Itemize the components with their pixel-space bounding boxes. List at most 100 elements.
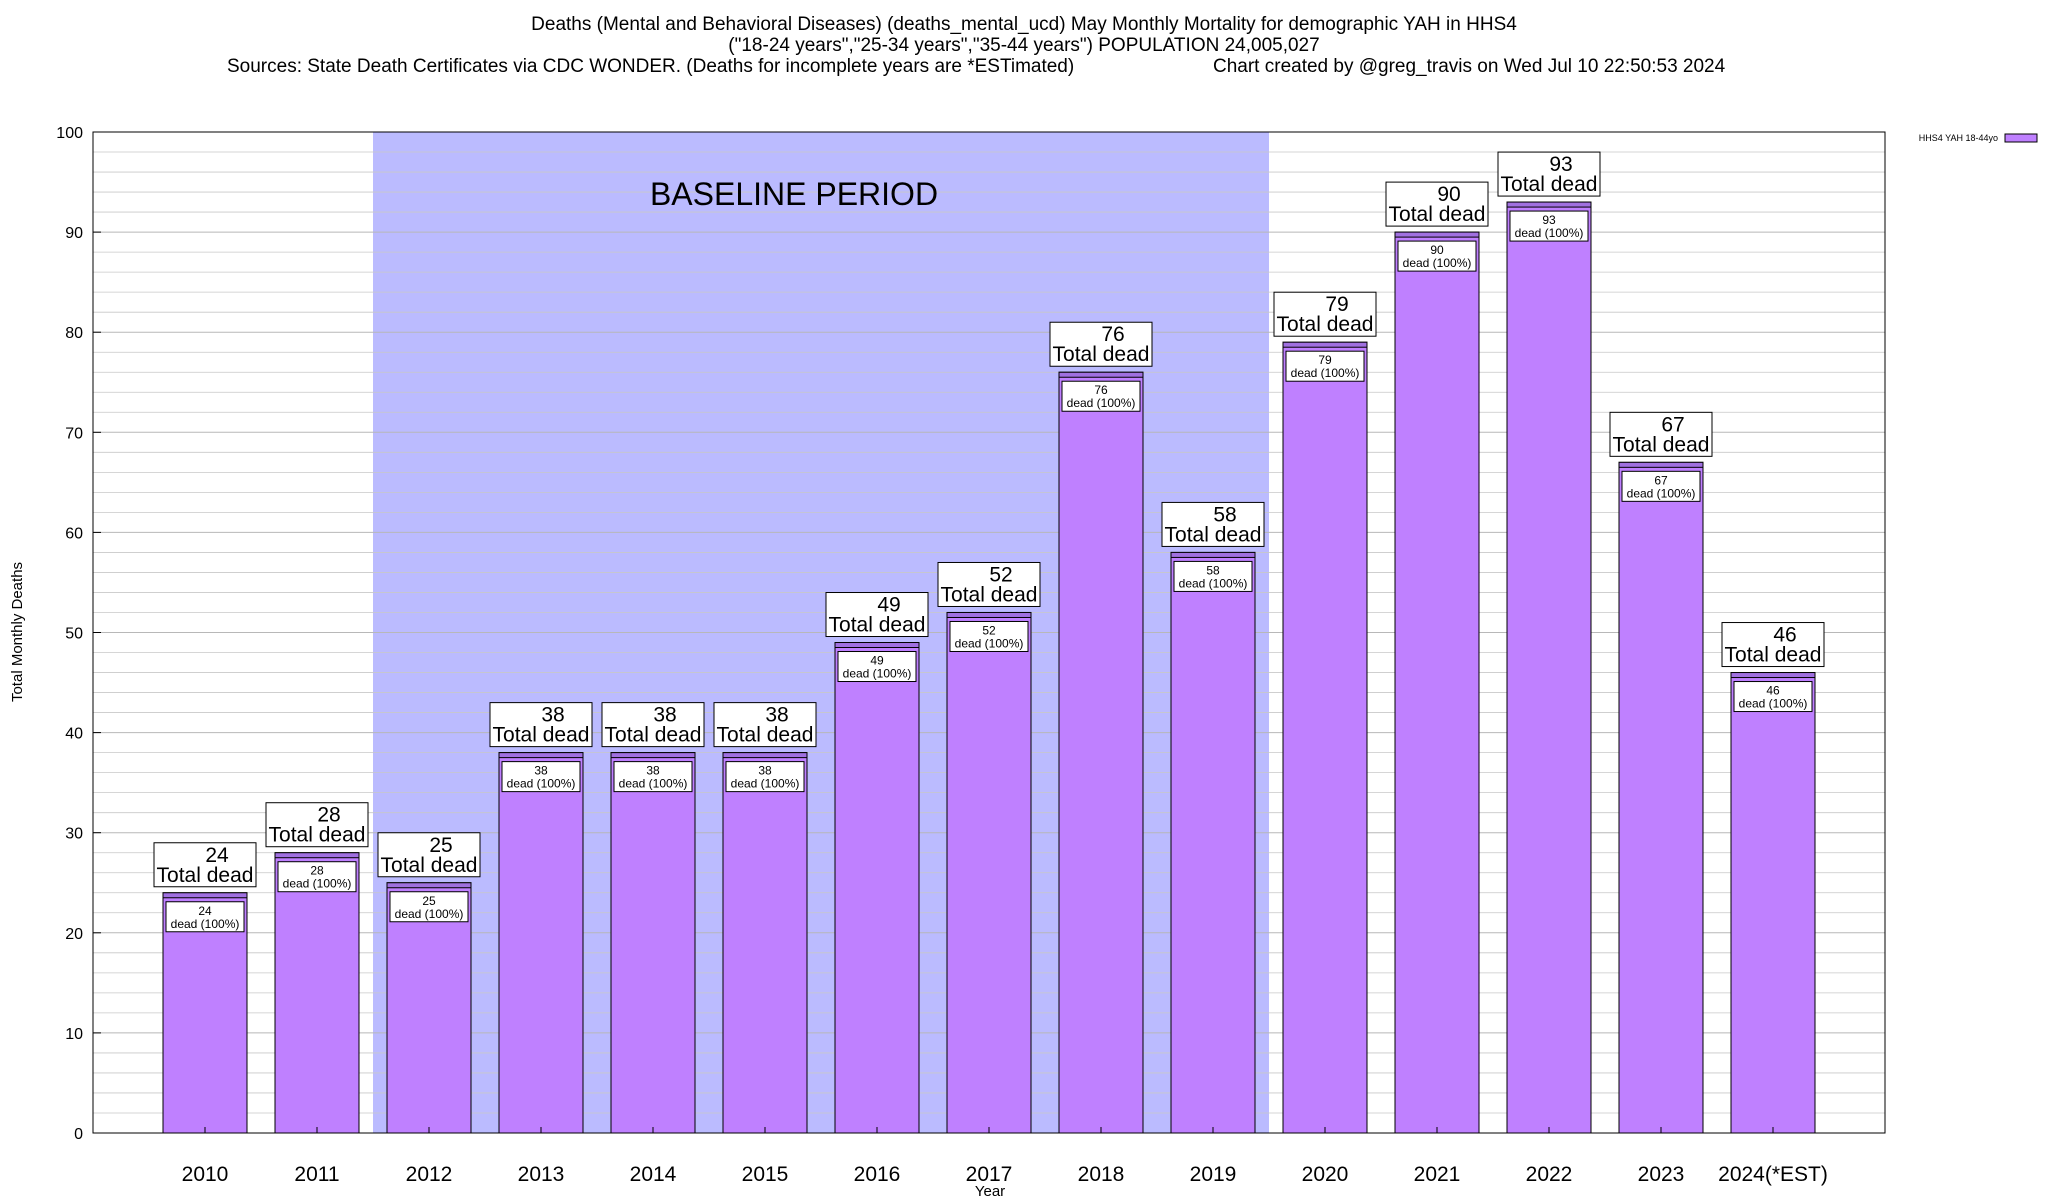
total-label-value: 79 xyxy=(1325,293,1348,316)
inner-label-text: dead (100%) xyxy=(955,636,1024,650)
inner-label-value: 38 xyxy=(646,764,660,778)
x-tick-label: 2022 xyxy=(1526,1163,1573,1186)
chart-title-line-1: Deaths (Mental and Behavioral Diseases) … xyxy=(531,14,1517,35)
bar-cap xyxy=(274,852,360,859)
total-label-text: Total dead xyxy=(1053,343,1150,366)
bar-cap xyxy=(386,882,472,889)
total-label-value: 49 xyxy=(877,594,900,617)
bar xyxy=(1282,341,1368,1134)
x-tick-label: 2015 xyxy=(742,1163,789,1186)
inner-label-text: dead (100%) xyxy=(619,777,688,791)
bar xyxy=(1506,201,1592,1134)
total-label-box xyxy=(1497,151,1601,197)
total-label-box xyxy=(825,592,929,638)
inner-label-text: dead (100%) xyxy=(1179,576,1248,590)
total-label-text: Total dead xyxy=(269,824,366,847)
y-tick-label: 20 xyxy=(65,926,83,943)
x-tick-label: 2024(*EST) xyxy=(1718,1163,1828,1186)
bar-cap xyxy=(498,752,584,759)
bar xyxy=(834,642,920,1134)
total-label-text: Total dead xyxy=(381,854,478,877)
total-label-box xyxy=(713,702,817,748)
inner-label-value: 76 xyxy=(1094,383,1108,397)
x-tick-label: 2010 xyxy=(182,1163,229,1186)
inner-label-text: dead (100%) xyxy=(507,777,576,791)
inner-label-value: 52 xyxy=(982,623,996,637)
bar xyxy=(946,611,1032,1134)
inner-label-text: dead (100%) xyxy=(283,877,352,891)
inner-label-box xyxy=(277,861,357,893)
total-label-text: Total dead xyxy=(829,614,926,637)
inner-label-text: dead (100%) xyxy=(843,667,912,681)
inner-label-value: 67 xyxy=(1654,473,1668,487)
x-tick-label: 2013 xyxy=(518,1163,565,1186)
total-label-box xyxy=(265,802,369,848)
inner-label-value: 49 xyxy=(870,654,884,668)
inner-label-text: dead (100%) xyxy=(1067,396,1136,410)
total-label-value: 24 xyxy=(205,844,229,867)
bar-cap xyxy=(1618,461,1704,468)
inner-label-value: 93 xyxy=(1542,213,1556,227)
x-tick-label: 2019 xyxy=(1190,1163,1237,1186)
total-label-text: Total dead xyxy=(717,724,814,747)
x-tick-label: 2014 xyxy=(630,1163,677,1186)
baseline-label: BASELINE PERIOD xyxy=(650,176,938,212)
inner-label-text: dead (100%) xyxy=(1515,226,1584,240)
y-tick-label: 100 xyxy=(56,125,83,142)
inner-label-text: dead (100%) xyxy=(731,777,800,791)
total-label-text: Total dead xyxy=(1389,203,1486,226)
bar-cap xyxy=(1506,201,1592,208)
bar-cap xyxy=(1730,672,1816,679)
legend-label: HHS4 YAH 18-44yo xyxy=(1919,133,1998,143)
total-label-text: Total dead xyxy=(941,583,1038,606)
bar-cap xyxy=(162,892,248,899)
bar xyxy=(386,882,472,1134)
bar-cap xyxy=(610,752,696,759)
x-tick-label: 2016 xyxy=(854,1163,901,1186)
bar xyxy=(162,892,248,1134)
y-tick-label: 40 xyxy=(65,726,83,743)
bar xyxy=(1170,551,1256,1134)
total-label-value: 28 xyxy=(317,804,340,827)
total-label-box xyxy=(937,561,1041,607)
inner-label-box xyxy=(1621,470,1701,502)
total-label-value: 93 xyxy=(1549,153,1572,176)
inner-label-value: 38 xyxy=(534,764,548,778)
inner-label-value: 28 xyxy=(310,864,324,878)
inner-label-text: dead (100%) xyxy=(1291,366,1360,380)
total-label-value: 38 xyxy=(653,704,676,727)
inner-label-value: 79 xyxy=(1318,353,1332,367)
total-label-box xyxy=(601,702,705,748)
total-label-box xyxy=(153,842,257,888)
chart-credit: Chart created by @greg_travis on Wed Jul… xyxy=(1213,56,1726,77)
total-label-box xyxy=(1273,291,1377,337)
total-label-text: Total dead xyxy=(1613,433,1710,456)
total-label-text: Total dead xyxy=(1725,644,1822,667)
bar-cap xyxy=(1394,231,1480,238)
inner-label-box xyxy=(1397,240,1477,272)
chart-sources-line: Sources: State Death Certificates via CD… xyxy=(0,56,2048,77)
inner-label-value: 58 xyxy=(1206,563,1220,577)
total-label-box xyxy=(1721,622,1825,668)
x-tick-label: 2012 xyxy=(406,1163,453,1186)
x-tick-label: 2021 xyxy=(1414,1163,1461,1186)
bar xyxy=(274,852,360,1134)
bar xyxy=(1730,672,1816,1134)
total-label-value: 38 xyxy=(765,704,788,727)
x-tick-label: 2023 xyxy=(1638,1163,1685,1186)
bar-cap xyxy=(946,611,1032,618)
plot-frame xyxy=(92,131,1886,1134)
inner-label-box xyxy=(165,901,245,933)
y-tick-label: 90 xyxy=(65,225,83,242)
bar-cap xyxy=(1282,341,1368,348)
chart-sources: Sources: State Death Certificates via CD… xyxy=(227,56,1075,77)
inner-label-value: 38 xyxy=(758,764,772,778)
total-label-box xyxy=(377,832,481,878)
x-tick-label: 2020 xyxy=(1302,1163,1349,1186)
total-label-value: 38 xyxy=(541,704,564,727)
inner-label-box xyxy=(613,761,693,793)
total-label-value: 25 xyxy=(429,834,452,857)
inner-label-box xyxy=(837,651,917,683)
total-label-value: 90 xyxy=(1437,183,1460,206)
inner-label-text: dead (100%) xyxy=(395,907,464,921)
